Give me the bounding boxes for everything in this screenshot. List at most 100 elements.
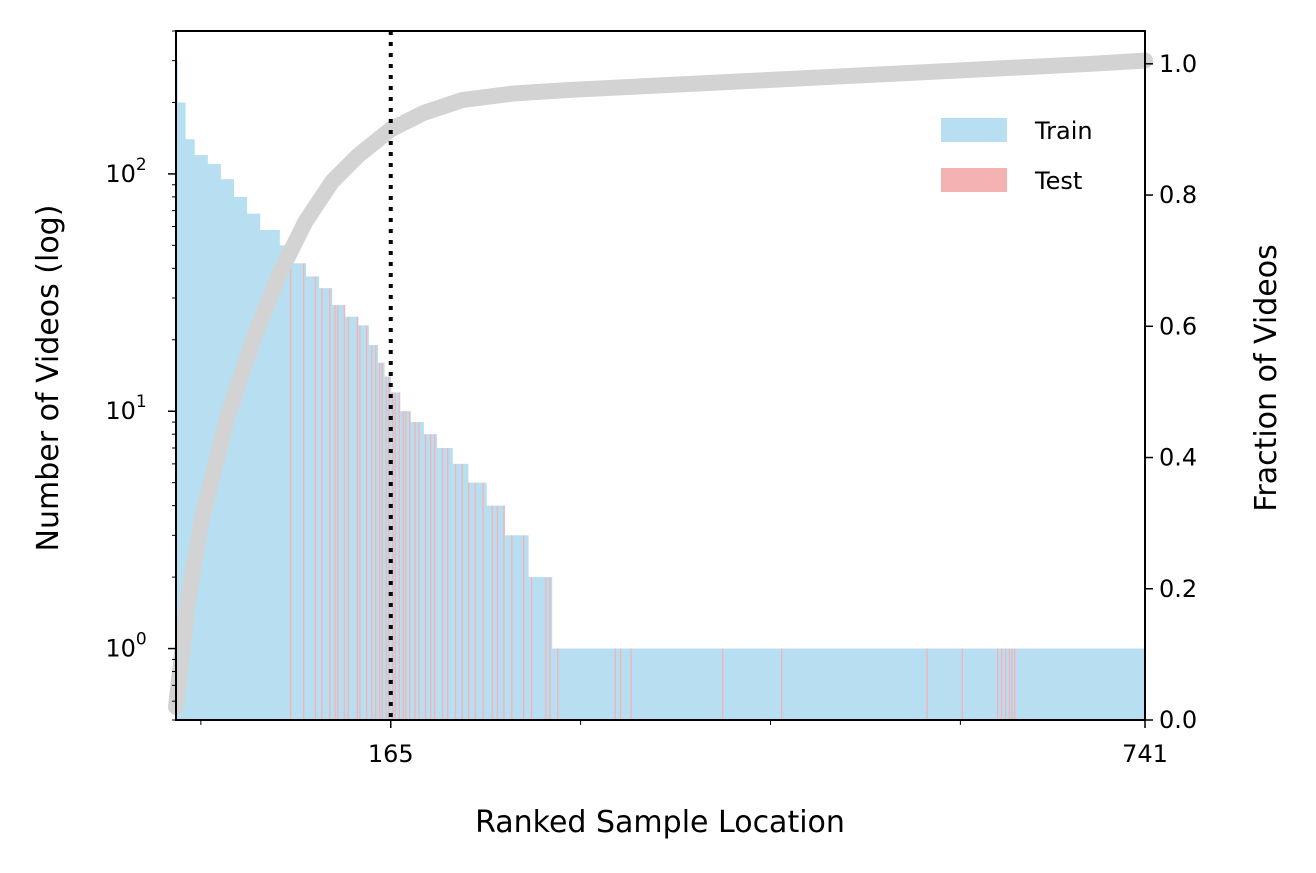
test-bar — [329, 288, 331, 720]
train-bar — [305, 276, 320, 720]
test-bar — [409, 411, 411, 720]
legend-label-train: Train — [1034, 117, 1093, 145]
y-tick-label: 101 — [105, 392, 146, 425]
y2-tick-label: 0.2 — [1159, 575, 1197, 603]
y2-tick-label: 0.6 — [1159, 312, 1197, 340]
y2-axis-label: Fraction of Videos — [1249, 244, 1284, 511]
y2-tick-label: 0.4 — [1159, 444, 1197, 472]
train-bar — [377, 362, 385, 720]
test-bar — [503, 505, 505, 720]
test-bar — [430, 434, 432, 720]
test-bar — [405, 411, 407, 720]
test-bar — [414, 422, 416, 720]
train-bar — [486, 505, 506, 720]
x-tick-label: 741 — [1122, 740, 1168, 768]
test-bar — [491, 505, 493, 720]
test-bar — [347, 316, 349, 720]
test-bar — [511, 535, 513, 720]
y2-tick-label: 0.0 — [1159, 706, 1197, 734]
train-bar — [452, 463, 469, 720]
test-bar — [545, 577, 547, 720]
legend-swatch-train — [941, 118, 1007, 142]
train-bar — [185, 139, 195, 721]
test-bar — [321, 288, 323, 720]
test-bar — [496, 505, 499, 720]
test-bars — [289, 245, 1016, 720]
test-bar — [722, 648, 724, 720]
test-bar — [619, 648, 622, 720]
train-bar — [344, 316, 359, 720]
test-bar — [447, 447, 449, 720]
y-axis-label: Number of Videos (log) — [31, 205, 66, 552]
test-bar — [356, 316, 359, 720]
train-bar — [246, 213, 261, 720]
test-bar — [482, 482, 484, 720]
y-axis-left: 100 101 102 — [105, 30, 176, 721]
train-bar — [384, 376, 392, 720]
test-bar — [334, 305, 336, 720]
train-bar — [468, 482, 487, 720]
legend: Train Test — [941, 117, 1093, 195]
test-bar — [1008, 648, 1011, 720]
test-bar — [381, 362, 383, 720]
test-bar — [1014, 648, 1016, 720]
test-bar — [392, 392, 394, 720]
test-bar — [303, 263, 305, 720]
test-bar — [530, 577, 533, 720]
y-tick-label: 102 — [105, 155, 146, 188]
train-bar — [551, 648, 1146, 720]
test-bar — [1000, 648, 1003, 720]
train-bar — [233, 196, 248, 721]
test-bar — [424, 434, 427, 720]
test-bar — [433, 434, 436, 720]
test-bar — [359, 325, 361, 720]
test-bar — [961, 648, 963, 720]
test-bar — [474, 482, 476, 720]
legend-label-test: Test — [1034, 167, 1082, 195]
train-bar — [358, 325, 369, 720]
test-bar — [523, 535, 525, 720]
train-bar — [177, 102, 186, 720]
test-bar — [441, 447, 444, 720]
cumulative-fraction-line — [168, 52, 1153, 715]
test-bar — [557, 648, 559, 720]
test-bar — [468, 482, 470, 720]
test-bar — [454, 463, 457, 720]
x-tick-label: 165 — [368, 740, 414, 768]
train-bar — [436, 447, 453, 720]
test-bar — [461, 463, 463, 720]
train-bar — [410, 422, 424, 720]
train-bar — [292, 263, 307, 720]
test-bar — [289, 245, 292, 720]
y-axis-right: 0.0 0.2 0.4 0.6 0.8 1.0 — [1145, 50, 1197, 734]
test-bar — [371, 345, 373, 720]
test-bar — [398, 392, 400, 720]
cumulative-fraction-line-group — [168, 52, 1153, 715]
train-bar — [259, 230, 280, 720]
train-bar — [504, 535, 529, 720]
test-bar — [1011, 648, 1013, 720]
legend-swatch-test — [941, 168, 1007, 192]
test-bar — [1004, 648, 1007, 720]
test-bar — [394, 392, 396, 720]
y2-tick-label: 0.8 — [1159, 181, 1197, 209]
test-bar — [549, 577, 551, 720]
test-bar — [997, 648, 999, 720]
test-bar — [926, 648, 928, 720]
test-bar — [614, 648, 616, 720]
train-bar — [331, 305, 346, 720]
x-axis: 165 741 — [200, 720, 1168, 768]
test-bar — [337, 305, 339, 720]
y2-tick-label: 1.0 — [1159, 50, 1197, 78]
x-axis-label: Ranked Sample Location — [475, 805, 845, 840]
plot-frame — [175, 30, 1146, 721]
y-tick-label: 100 — [105, 630, 146, 663]
train-bar — [194, 155, 208, 720]
test-bar — [375, 345, 377, 720]
test-bar — [630, 648, 632, 720]
train-bar — [279, 245, 293, 720]
test-bar — [378, 362, 381, 720]
test-bar — [365, 325, 368, 720]
test-bar — [418, 422, 420, 720]
